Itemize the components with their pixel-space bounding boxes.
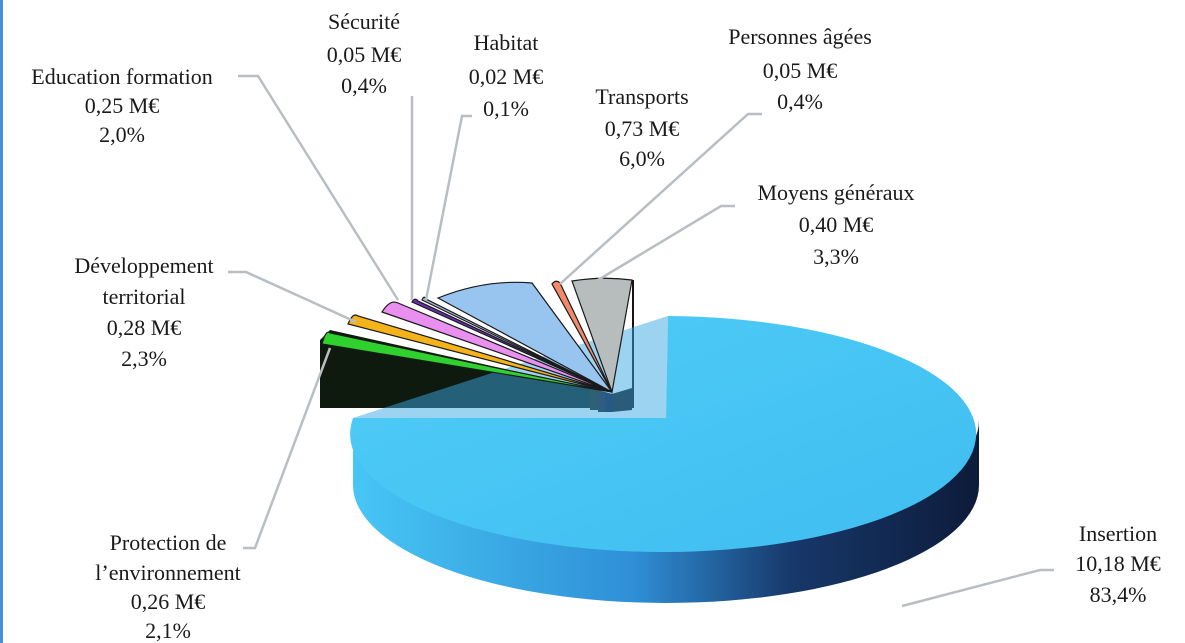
- leader-protection: [243, 347, 332, 550]
- label-securite-name: Sécurité: [328, 9, 400, 34]
- slice-insertion: [350, 316, 979, 603]
- slice-insertion-cut: [353, 316, 668, 418]
- label-habitat-name: Habitat: [474, 30, 539, 55]
- label-securite-amount: 0,05 M€: [327, 42, 402, 67]
- leader-lines: [228, 74, 1054, 608]
- label-moyens-amount: 0,40 M€: [799, 212, 874, 237]
- label-protection-percent: 2,1%: [145, 618, 191, 643]
- label-education-name: Education formation: [31, 64, 212, 89]
- leader-insertion: [901, 568, 1054, 608]
- leader-developpement: [228, 270, 357, 324]
- label-developpement: Développement territorial 0,28 M€ 2,3%: [74, 253, 213, 371]
- label-developpement-percent: 2,3%: [121, 346, 167, 371]
- label-habitat-percent: 0,1%: [483, 96, 529, 121]
- label-transports: Transports 0,73 M€ 6,0%: [595, 84, 688, 171]
- label-education-percent: 2,0%: [99, 122, 145, 147]
- label-personnes-percent: 0,4%: [777, 89, 823, 114]
- label-habitat: Habitat 0,02 M€ 0,1%: [469, 30, 544, 121]
- label-education: Education formation 0,25 M€ 2,0%: [31, 64, 212, 147]
- leader-habitat: [424, 114, 472, 301]
- slice-education-formation: [381, 301, 613, 393]
- label-developpement-name-1: Développement: [74, 253, 213, 278]
- label-insertion: Insertion 10,18 M€ 83,4%: [1075, 521, 1161, 607]
- slice-développement-territorial: [347, 314, 613, 393]
- label-personnes-amount: 0,05 M€: [763, 58, 838, 83]
- label-personnes-agees: Personnes âgées 0,05 M€ 0,4%: [728, 24, 872, 114]
- leader-personnes: [559, 112, 762, 285]
- label-habitat-amount: 0,02 M€: [469, 64, 544, 89]
- slice-insertion-side: [353, 420, 979, 603]
- label-protection-name-1: Protection de: [110, 530, 227, 555]
- label-education-amount: 0,25 M€: [85, 93, 160, 118]
- label-moyens-generaux: Moyens généraux 0,40 M€ 3,3%: [757, 180, 914, 269]
- label-insertion-amount: 10,18 M€: [1075, 551, 1161, 576]
- leader-education: [238, 74, 400, 301]
- label-developpement-name-2: territorial: [102, 284, 185, 309]
- label-developpement-amount: 0,28 M€: [107, 315, 182, 340]
- slice-insertion-top: [350, 316, 977, 552]
- label-transports-percent: 6,0%: [619, 146, 665, 171]
- label-protection-amount: 0,26 M€: [131, 589, 206, 614]
- frame-border: [0, 0, 3, 643]
- label-protection-name-2: l’environnement: [95, 560, 240, 585]
- label-moyens-name: Moyens généraux: [757, 180, 914, 205]
- label-insertion-name: Insertion: [1079, 521, 1157, 546]
- label-securite: Sécurité 0,05 M€ 0,4%: [327, 9, 402, 98]
- slice-transports: [436, 281, 613, 393]
- label-insertion-percent: 83,4%: [1090, 582, 1147, 607]
- label-protection: Protection de l’environnement 0,26 M€ 2,…: [95, 530, 240, 643]
- label-transports-name: Transports: [595, 84, 688, 109]
- label-personnes-name: Personnes âgées: [728, 24, 872, 49]
- label-moyens-percent: 3,3%: [813, 244, 859, 269]
- label-transports-amount: 0,73 M€: [605, 116, 680, 141]
- slice-sécurité: [411, 298, 613, 393]
- slice-protection-de-l-environnement: [321, 331, 613, 393]
- label-securite-percent: 0,4%: [341, 73, 387, 98]
- leader-moyens: [597, 204, 735, 282]
